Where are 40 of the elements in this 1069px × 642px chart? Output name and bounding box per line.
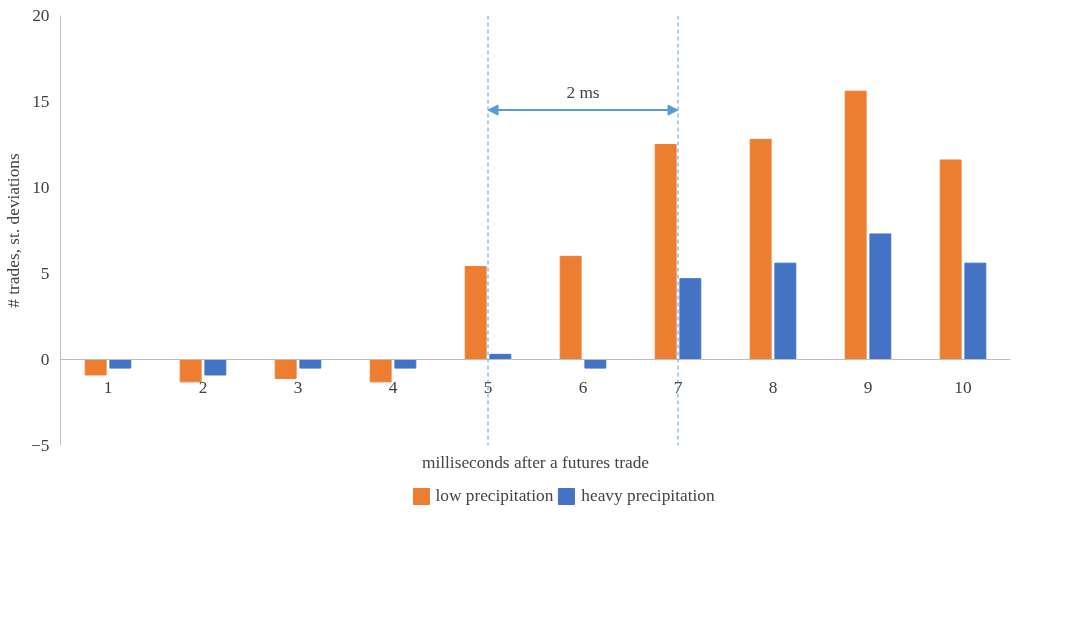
bar: [394, 359, 417, 369]
bar: [939, 159, 962, 360]
y-tick-label: 0: [40, 350, 50, 369]
bar: [179, 359, 202, 383]
bar: [964, 262, 987, 360]
y-tick-label: 10: [32, 178, 50, 197]
x-tick-label: 6: [578, 377, 588, 397]
x-tick-label: 9: [863, 377, 873, 397]
legend-label: low precipitation: [435, 486, 554, 506]
bar: [204, 359, 227, 376]
bar: [869, 233, 892, 360]
bar: [774, 262, 797, 360]
bar: [84, 359, 107, 376]
bar: [679, 278, 702, 360]
annotation: 2 ms: [566, 83, 600, 103]
x-tick-label: 1: [103, 377, 113, 397]
bar: [109, 359, 132, 369]
bar: [369, 359, 392, 383]
x-tick-label: 7: [673, 377, 683, 397]
bar: [274, 359, 297, 379]
y-tick-label: 15: [32, 92, 50, 111]
bar: [584, 359, 607, 369]
bar: [464, 266, 487, 360]
bar: [654, 144, 677, 360]
bar: [299, 359, 322, 369]
legend-label: heavy precipitation: [581, 486, 715, 506]
x-tick-label: 8: [768, 377, 778, 397]
x-tick-label: 4: [388, 377, 398, 397]
x-tick-label: 2: [198, 377, 208, 397]
x-tick-label: 10: [954, 377, 972, 397]
bar: [844, 90, 867, 360]
x-axis-title: milliseconds after a futures trade: [421, 452, 650, 472]
y-tick-label: 5: [40, 264, 50, 283]
bar: [749, 138, 772, 360]
y-tick-label: −5: [31, 436, 50, 455]
y-axis-title: # trades, st. deviations: [4, 153, 24, 308]
x-tick-label: 3: [293, 377, 303, 397]
y-tick-label: 20: [32, 6, 50, 25]
x-tick-label: 5: [483, 377, 493, 397]
bar: [559, 255, 582, 360]
